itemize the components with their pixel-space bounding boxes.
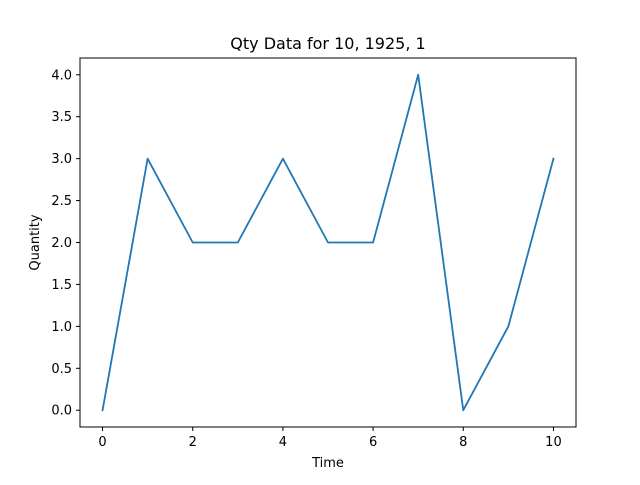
y-axis-label: Quantity xyxy=(28,214,43,270)
chart-title: Qty Data for 10, 1925, 1 xyxy=(230,34,425,53)
x-tick-label: 0 xyxy=(98,435,106,450)
x-tick-label: 2 xyxy=(189,435,197,450)
y-tick-label: 1.5 xyxy=(51,278,72,293)
y-tick-label: 2.5 xyxy=(51,194,72,209)
y-tick-label: 3.5 xyxy=(51,110,72,125)
x-axis-label: Time xyxy=(311,456,344,471)
x-tick-label: 6 xyxy=(369,435,377,450)
y-axis-ticks: 0.0 0.5 1.0 1.5 2.0 2.5 3.0 3.5 4.0 xyxy=(51,68,80,419)
x-tick-label: 4 xyxy=(279,435,287,450)
y-tick-label: 4.0 xyxy=(51,68,72,83)
plot-frame xyxy=(79,57,577,428)
y-tick-label: 1.0 xyxy=(51,320,72,335)
series-layer xyxy=(101,73,555,412)
x-tick-label: 8 xyxy=(459,435,467,450)
y-tick-label: 0.5 xyxy=(51,362,72,377)
y-tick-label: 2.0 xyxy=(51,236,72,251)
x-tick-label: 10 xyxy=(545,435,562,450)
y-tick-label: 3.0 xyxy=(51,152,72,167)
x-axis-ticks: 0 2 4 6 8 10 xyxy=(98,427,562,450)
y-tick-label: 0.0 xyxy=(51,404,72,419)
series-line xyxy=(101,73,555,412)
